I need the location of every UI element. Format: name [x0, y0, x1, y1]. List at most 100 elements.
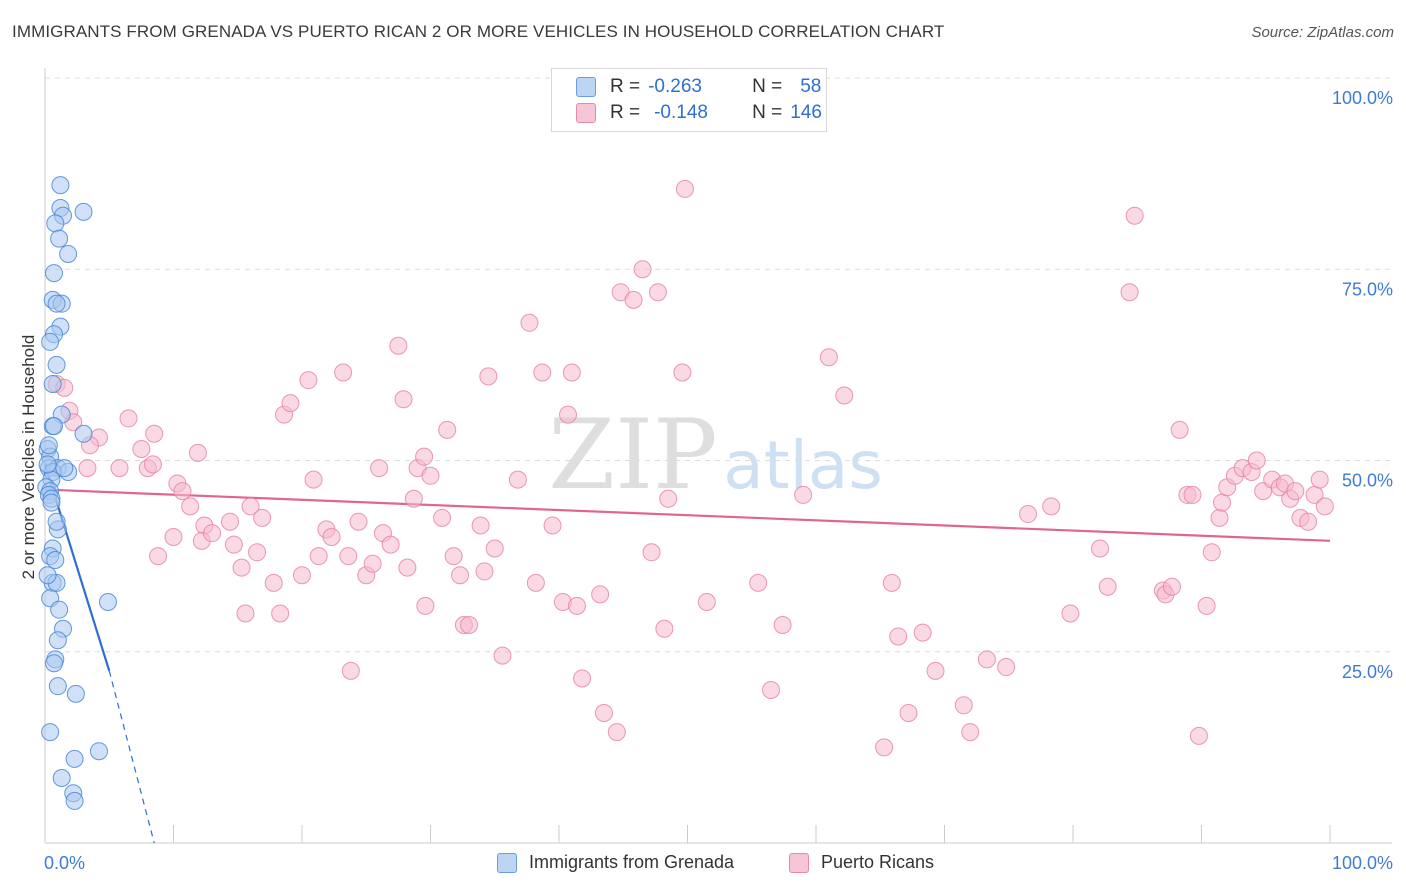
data-point-puerto-ricans	[1120, 283, 1139, 302]
data-point-puerto-ricans	[394, 390, 413, 409]
data-point-puerto-ricans	[444, 547, 463, 566]
data-point-puerto-ricans	[607, 723, 626, 742]
data-point-grenada	[44, 264, 63, 283]
data-point-puerto-ricans	[977, 650, 996, 669]
data-point-puerto-ricans	[110, 459, 129, 478]
data-point-puerto-ricans	[322, 528, 341, 546]
data-point-puerto-ricans	[149, 547, 168, 566]
source-credit: Source: ZipAtlas.com	[1251, 24, 1394, 41]
data-point-puerto-ricans	[997, 658, 1016, 677]
series-grenada	[37, 176, 117, 810]
data-point-puerto-ricans	[309, 547, 328, 566]
data-point-puerto-ricans	[421, 466, 440, 485]
data-point-puerto-ricans	[363, 554, 382, 573]
data-point-grenada	[59, 244, 78, 263]
legend-n-value-grenada: 58	[800, 76, 822, 97]
data-point-puerto-ricans	[479, 367, 498, 386]
data-point-grenada	[41, 723, 60, 742]
data-point-grenada	[43, 375, 62, 393]
data-point-puerto-ricans	[1286, 482, 1305, 501]
data-point-puerto-ricans	[241, 497, 260, 516]
data-point-puerto-ricans	[1098, 577, 1117, 596]
data-point-puerto-ricans	[1183, 485, 1202, 504]
data-point-puerto-ricans	[416, 596, 435, 615]
data-point-puerto-ricans	[882, 573, 901, 592]
legend-n-label: N =	[752, 76, 783, 97]
data-point-puerto-ricans	[1213, 493, 1232, 512]
data-point-grenada	[65, 791, 84, 810]
series-legend-grenada: Immigrants from Grenada	[497, 852, 734, 873]
data-point-puerto-ricans	[573, 669, 592, 688]
data-point-puerto-ricans	[224, 535, 243, 554]
series-name-grenada: Immigrants from Grenada	[529, 852, 735, 872]
y-tick-label: 50.0%	[1342, 471, 1393, 491]
data-point-puerto-ricans	[404, 489, 423, 508]
data-point-grenada	[44, 654, 63, 673]
legend-swatch-blue	[576, 77, 596, 97]
series-legend-puerto-ricans: Puerto Ricans	[789, 852, 934, 873]
data-point-puerto-ricans	[145, 424, 164, 443]
data-point-grenada	[47, 355, 66, 374]
data-point-grenada	[38, 455, 57, 474]
data-point-puerto-ricans	[493, 646, 512, 665]
data-point-puerto-ricans	[1125, 206, 1144, 225]
data-point-puerto-ricans	[370, 459, 389, 478]
data-point-grenada	[39, 436, 58, 455]
data-point-grenada	[47, 512, 66, 531]
legend-swatch-blue	[497, 852, 517, 873]
data-point-puerto-ricans	[1042, 497, 1061, 516]
data-point-puerto-ricans	[433, 508, 452, 527]
data-point-puerto-ricans	[341, 661, 360, 680]
data-point-grenada	[50, 229, 69, 248]
legend-r-label: R =	[610, 102, 641, 123]
data-point-puerto-ricans	[1170, 420, 1189, 439]
data-point-puerto-ricans	[1090, 539, 1109, 558]
data-point-puerto-ricans	[132, 440, 151, 459]
data-point-grenada	[98, 593, 117, 612]
data-point-grenada	[41, 332, 60, 351]
legend-r-label: R =	[610, 76, 641, 97]
data-point-puerto-ricans	[339, 547, 358, 566]
legend-swatch-pink	[789, 852, 809, 873]
data-point-puerto-ricans	[1019, 505, 1038, 524]
data-point-puerto-ricans	[389, 336, 408, 355]
data-point-puerto-ricans	[533, 363, 552, 382]
data-point-grenada	[55, 459, 74, 478]
data-point-grenada	[66, 684, 85, 703]
data-point-grenada	[65, 749, 84, 768]
data-point-puerto-ricans	[749, 573, 768, 592]
data-point-puerto-ricans	[304, 470, 323, 489]
data-point-puerto-ricans	[773, 615, 792, 634]
data-point-puerto-ricans	[1189, 726, 1208, 745]
legend-row-grenada: R = -0.263 N = 58	[576, 75, 821, 99]
data-point-grenada	[48, 631, 67, 650]
legend-r-value-puerto-ricans: -0.148	[654, 102, 708, 123]
chart-title: IMMIGRANTS FROM GRENADA VS PUERTO RICAN …	[12, 22, 945, 41]
data-point-puerto-ricans	[293, 566, 311, 585]
y-axis-label: 2 or more Vehicles in Household	[19, 335, 38, 580]
data-point-puerto-ricans	[926, 661, 945, 680]
watermark-zip: ZIP	[548, 399, 717, 511]
data-point-puerto-ricans	[221, 512, 240, 531]
data-point-puerto-ricans	[1247, 451, 1266, 470]
data-point-puerto-ricans	[624, 290, 643, 309]
correlation-legend: R = -0.263 N = 58 R = -0.148 N = 146	[551, 68, 827, 132]
data-point-puerto-ricans	[558, 405, 577, 424]
data-point-puerto-ricans	[1299, 512, 1318, 531]
data-point-puerto-ricans	[520, 313, 539, 332]
data-point-puerto-ricans	[119, 409, 138, 428]
data-point-puerto-ricans	[475, 562, 494, 581]
data-point-puerto-ricans	[236, 604, 255, 623]
trendline-puerto-ricans	[44, 488, 1331, 542]
data-point-puerto-ricans	[248, 543, 267, 562]
data-point-puerto-ricans	[451, 566, 470, 585]
data-point-puerto-ricans	[471, 516, 490, 535]
data-point-puerto-ricans	[181, 497, 200, 516]
data-point-puerto-ricans	[543, 516, 562, 535]
legend-r-value-grenada: -0.263	[648, 76, 702, 97]
data-point-puerto-ricans	[675, 179, 694, 198]
data-point-puerto-ricans	[232, 558, 251, 577]
trendline-grenada-extension	[108, 670, 155, 844]
data-point-grenada	[51, 176, 70, 195]
data-point-puerto-ricans	[697, 593, 716, 612]
